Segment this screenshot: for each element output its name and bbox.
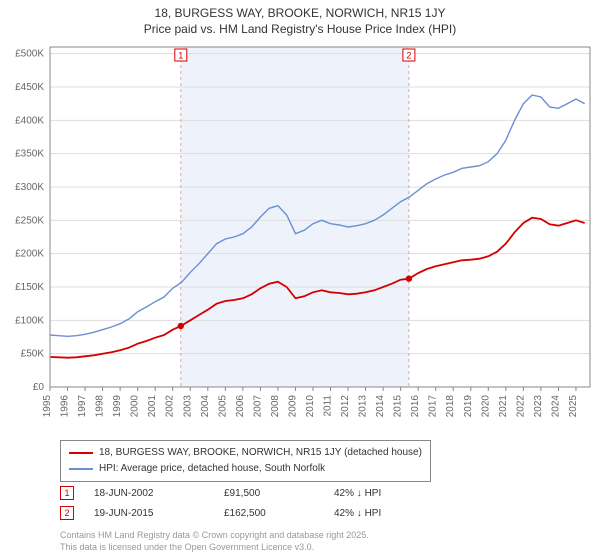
x-tick-label: 2007 <box>252 395 263 418</box>
x-tick-label: 2024 <box>550 395 561 418</box>
y-tick-label: £400K <box>15 116 44 127</box>
transaction-price: £91,500 <box>224 488 314 499</box>
y-tick-label: £50K <box>21 349 45 360</box>
y-tick-label: £350K <box>15 149 44 160</box>
x-tick-label: 2011 <box>323 395 334 417</box>
footer-line1: Contains HM Land Registry data © Crown c… <box>60 530 369 542</box>
x-tick-label: 2012 <box>340 395 351 418</box>
x-tick-label: 2003 <box>182 395 193 418</box>
x-tick-label: 2013 <box>358 395 369 418</box>
x-tick-label: 2001 <box>147 395 158 418</box>
legend-box: 18, BURGESS WAY, BROOKE, NORWICH, NR15 1… <box>60 440 431 482</box>
price-chart: £0 £50K £100K £150K £200K £250K £300K £350K £400… <box>0 37 600 427</box>
x-tick-label: 2009 <box>287 395 298 418</box>
y-tick-label: £250K <box>15 216 44 227</box>
x-tick-label: 2017 <box>428 395 439 418</box>
y-tick-label: £150K <box>15 282 44 293</box>
x-tick-label: 1998 <box>95 395 106 418</box>
y-tick-label: £200K <box>15 249 44 260</box>
y-tick-label: £500K <box>15 49 44 60</box>
legend-row: HPI: Average price, detached house, Sout… <box>69 461 422 477</box>
x-tick-label: 1996 <box>60 395 71 418</box>
x-tick-label: 2014 <box>375 395 386 418</box>
x-tick-label: 2002 <box>165 395 176 418</box>
y-tick-label: £300K <box>15 182 44 193</box>
footer-line2: This data is licensed under the Open Gov… <box>60 542 369 554</box>
chart-title: 18, BURGESS WAY, BROOKE, NORWICH, NR15 1… <box>0 0 600 37</box>
transactions-table: 1 18-JUN-2002 £91,500 42% ↓ HPI 2 19-JUN-2015… <box>60 486 424 526</box>
chart-marker-label: 1 <box>178 51 183 61</box>
title-line2: Price paid vs. HM Land Registry's House … <box>0 22 600 38</box>
transaction-row: 1 18-JUN-2002 £91,500 42% ↓ HPI <box>60 486 424 500</box>
chart-marker-label: 2 <box>406 51 411 61</box>
x-tick-label: 2016 <box>410 395 421 418</box>
transaction-marker: 1 <box>60 486 74 500</box>
x-tick-label: 1995 <box>42 395 53 418</box>
x-tick-label: 1997 <box>77 395 88 418</box>
transaction-row: 2 19-JUN-2015 £162,500 42% ↓ HPI <box>60 506 424 520</box>
y-tick-label: £0 <box>33 382 45 393</box>
x-tick-label: 2010 <box>305 395 316 418</box>
transaction-price: £162,500 <box>224 508 314 519</box>
x-tick-label: 2025 <box>568 395 579 418</box>
x-tick-label: 2023 <box>533 395 544 418</box>
transaction-date: 18-JUN-2002 <box>94 488 204 499</box>
x-tick-label: 2021 <box>498 395 509 418</box>
legend-swatch <box>69 468 93 470</box>
legend-label: HPI: Average price, detached house, Sout… <box>99 461 325 477</box>
legend-row: 18, BURGESS WAY, BROOKE, NORWICH, NR15 1… <box>69 445 422 461</box>
title-line1: 18, BURGESS WAY, BROOKE, NORWICH, NR15 1… <box>0 6 600 22</box>
x-tick-label: 2019 <box>463 395 474 418</box>
x-tick-label: 2008 <box>270 395 281 418</box>
x-tick-label: 2022 <box>515 395 526 418</box>
transaction-delta: 42% ↓ HPI <box>334 488 424 499</box>
x-tick-label: 2000 <box>130 395 141 418</box>
x-tick-label: 1999 <box>112 395 123 418</box>
legend-label: 18, BURGESS WAY, BROOKE, NORWICH, NR15 1… <box>99 445 422 461</box>
y-tick-label: £100K <box>15 316 44 327</box>
y-tick-label: £450K <box>15 82 44 93</box>
transaction-delta: 42% ↓ HPI <box>334 508 424 519</box>
legend-swatch <box>69 452 93 454</box>
x-tick-label: 2020 <box>480 395 491 418</box>
x-tick-label: 2006 <box>235 395 246 418</box>
transaction-date: 19-JUN-2015 <box>94 508 204 519</box>
x-tick-label: 2018 <box>445 395 456 418</box>
x-tick-label: 2005 <box>217 395 228 418</box>
footer-attribution: Contains HM Land Registry data © Crown c… <box>60 530 369 553</box>
x-tick-label: 2004 <box>200 395 211 418</box>
x-tick-label: 2015 <box>393 395 404 418</box>
transaction-marker: 2 <box>60 506 74 520</box>
